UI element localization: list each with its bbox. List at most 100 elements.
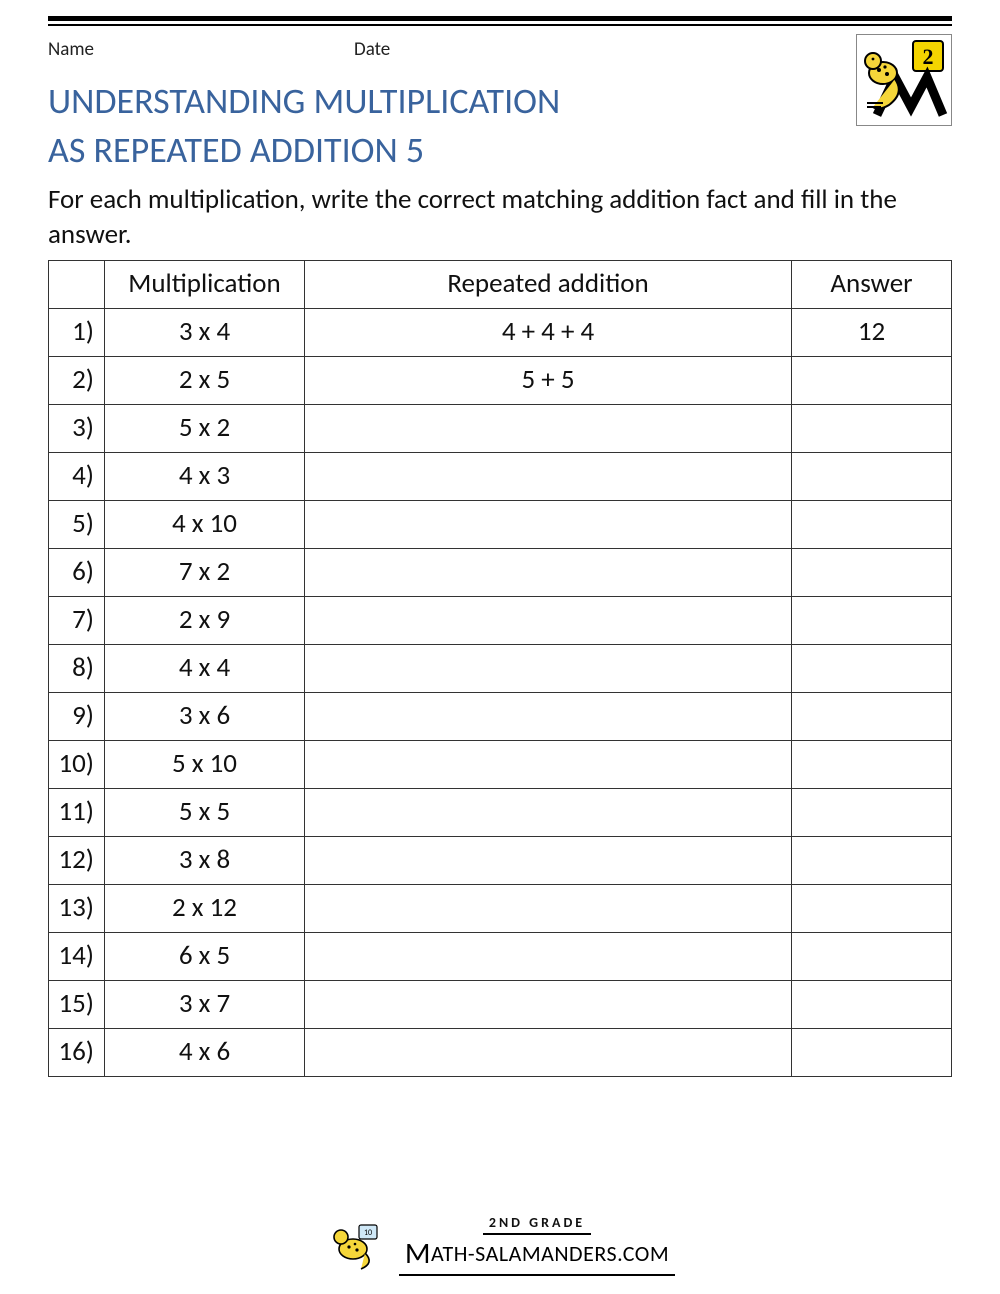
table-row: 8)4 x 4 — [49, 645, 952, 693]
cell-ans — [792, 789, 952, 837]
cell-rep — [305, 837, 792, 885]
table-row: 2)2 x 55 + 5 — [49, 357, 952, 405]
top-rule-thick — [48, 16, 952, 21]
top-rule-thin — [48, 24, 952, 26]
row-number: 7) — [49, 597, 105, 645]
cell-mult: 6 x 5 — [105, 933, 305, 981]
cell-rep — [305, 885, 792, 933]
table-header-row: Multiplication Repeated addition Answer — [49, 261, 952, 309]
cell-mult: 2 x 12 — [105, 885, 305, 933]
row-number: 10) — [49, 741, 105, 789]
row-number: 5) — [49, 501, 105, 549]
footer-site-leading: M — [405, 1235, 431, 1272]
cell-ans — [792, 1029, 952, 1077]
footer-salamander-icon: 10 — [325, 1219, 389, 1271]
row-number: 2) — [49, 357, 105, 405]
cell-rep — [305, 693, 792, 741]
header-row: Name Date 2 — [48, 36, 952, 61]
date-label: Date — [354, 38, 390, 61]
cell-mult: 3 x 7 — [105, 981, 305, 1029]
cell-mult: 4 x 6 — [105, 1029, 305, 1077]
row-number: 15) — [49, 981, 105, 1029]
cell-ans: 12 — [792, 309, 952, 357]
salamander-logo-icon: 2 — [859, 37, 949, 123]
cell-rep — [305, 597, 792, 645]
cell-mult: 3 x 6 — [105, 693, 305, 741]
name-date: Name Date — [48, 36, 390, 61]
cell-rep — [305, 789, 792, 837]
row-number: 6) — [49, 549, 105, 597]
row-number: 8) — [49, 645, 105, 693]
title-line2: AS REPEATED ADDITION 5 — [48, 128, 424, 172]
cell-ans — [792, 837, 952, 885]
cell-ans — [792, 981, 952, 1029]
cell-ans — [792, 453, 952, 501]
footer-grade: 2ND GRADE — [483, 1214, 591, 1235]
col-repeated: Repeated addition — [305, 261, 792, 309]
svg-text:10: 10 — [364, 1228, 372, 1238]
cell-rep — [305, 741, 792, 789]
row-number: 4) — [49, 453, 105, 501]
table-row: 5)4 x 10 — [49, 501, 952, 549]
table-row: 1)3 x 44 + 4 + 412 — [49, 309, 952, 357]
cell-ans — [792, 549, 952, 597]
cell-mult: 3 x 4 — [105, 309, 305, 357]
cell-ans — [792, 645, 952, 693]
row-number: 13) — [49, 885, 105, 933]
cell-ans — [792, 597, 952, 645]
footer: 10 2ND GRADE MATH-SALAMANDERS.COM — [0, 1214, 1000, 1276]
table-row: 11)5 x 5 — [49, 789, 952, 837]
table-row: 4)4 x 3 — [49, 453, 952, 501]
footer-site-rest: ATH-SALAMANDERS.COM — [431, 1240, 669, 1267]
table-row: 15)3 x 7 — [49, 981, 952, 1029]
footer-text: 2ND GRADE MATH-SALAMANDERS.COM — [399, 1214, 675, 1276]
cell-mult: 4 x 10 — [105, 501, 305, 549]
row-number: 16) — [49, 1029, 105, 1077]
cell-ans — [792, 405, 952, 453]
cell-ans — [792, 357, 952, 405]
cell-ans — [792, 933, 952, 981]
worksheet-table: Multiplication Repeated addition Answer … — [48, 260, 952, 1077]
row-number: 1) — [49, 309, 105, 357]
cell-mult: 7 x 2 — [105, 549, 305, 597]
table-row: 9)3 x 6 — [49, 693, 952, 741]
instructions: For each multiplication, write the corre… — [48, 182, 952, 252]
cell-ans — [792, 885, 952, 933]
cell-ans — [792, 693, 952, 741]
cell-mult: 2 x 9 — [105, 597, 305, 645]
table-row: 6)7 x 2 — [49, 549, 952, 597]
col-blank — [49, 261, 105, 309]
row-number: 12) — [49, 837, 105, 885]
col-multiplication: Multiplication — [105, 261, 305, 309]
cell-mult: 4 x 3 — [105, 453, 305, 501]
table-row: 10)5 x 10 — [49, 741, 952, 789]
footer-site: MATH-SALAMANDERS.COM — [399, 1235, 675, 1276]
row-number: 14) — [49, 933, 105, 981]
cell-mult: 5 x 10 — [105, 741, 305, 789]
row-number: 9) — [49, 693, 105, 741]
cell-rep — [305, 501, 792, 549]
name-label: Name — [48, 38, 94, 61]
table-row: 16)4 x 6 — [49, 1029, 952, 1077]
cell-rep — [305, 405, 792, 453]
cell-rep — [305, 981, 792, 1029]
cell-rep: 5 + 5 — [305, 357, 792, 405]
cell-rep — [305, 549, 792, 597]
cell-ans — [792, 501, 952, 549]
col-answer: Answer — [792, 261, 952, 309]
cell-mult: 3 x 8 — [105, 837, 305, 885]
cell-rep — [305, 1029, 792, 1077]
cell-mult: 5 x 2 — [105, 405, 305, 453]
logo-badge-number: 2 — [923, 44, 934, 69]
cell-rep — [305, 453, 792, 501]
table-row: 12)3 x 8 — [49, 837, 952, 885]
title-line1: UNDERSTANDING MULTIPLICATION — [48, 79, 560, 123]
row-number: 3) — [49, 405, 105, 453]
page-title: UNDERSTANDING MULTIPLICATION AS REPEATED… — [48, 77, 952, 174]
cell-rep — [305, 645, 792, 693]
cell-ans — [792, 741, 952, 789]
table-row: 14)6 x 5 — [49, 933, 952, 981]
row-number: 11) — [49, 789, 105, 837]
cell-mult: 2 x 5 — [105, 357, 305, 405]
table-row: 3)5 x 2 — [49, 405, 952, 453]
